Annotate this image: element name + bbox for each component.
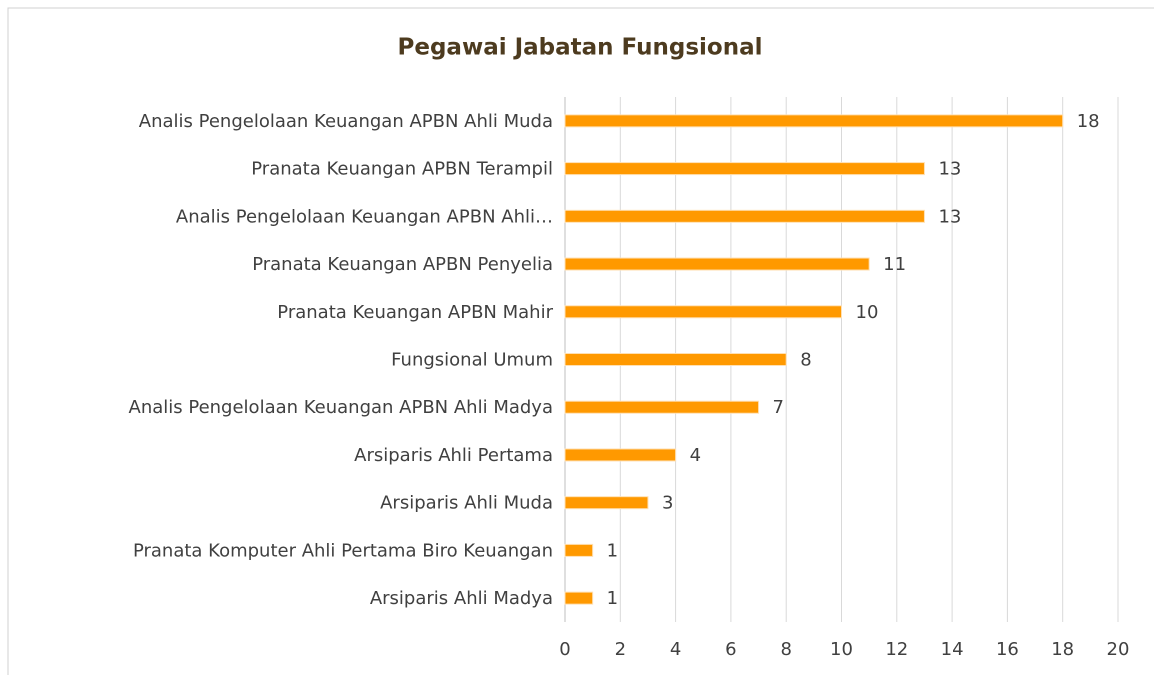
bar <box>564 162 925 176</box>
value-label: 13 <box>938 206 961 227</box>
bar <box>564 353 787 366</box>
y-tick-label: Analis Pengelolaan Keuangan APBN Ahli… <box>176 206 553 227</box>
bar <box>564 543 594 557</box>
value-label: 1 <box>607 588 618 609</box>
x-tick-label: 0 <box>559 639 570 660</box>
value-label: 4 <box>690 445 701 466</box>
x-tick-label: 16 <box>996 639 1019 660</box>
bar <box>564 257 870 271</box>
y-tick-label: Pranata Komputer Ahli Pertama Biro Keuan… <box>133 540 553 561</box>
value-label: 3 <box>662 493 673 514</box>
x-tick-label: 20 <box>1107 639 1130 660</box>
value-label: 7 <box>773 397 784 418</box>
bar <box>564 114 1064 128</box>
bar <box>564 400 760 414</box>
x-tick-label: 8 <box>780 639 791 660</box>
y-tick-label: Pranata Keuangan APBN Terampil <box>251 159 553 180</box>
value-label: 13 <box>938 159 961 180</box>
bar <box>564 209 925 223</box>
bar <box>564 305 842 319</box>
x-tick-label: 14 <box>941 639 964 660</box>
value-label: 8 <box>800 350 811 371</box>
chart-title: Pegawai Jabatan Fungsional <box>398 35 763 61</box>
y-tick-label: Pranata Keuangan APBN Mahir <box>277 302 553 323</box>
y-tick-label: Arsiparis Ahli Pertama <box>354 445 553 466</box>
x-tick-label: 10 <box>830 639 853 660</box>
x-tick-label: 12 <box>885 639 908 660</box>
y-tick-label: Arsiparis Ahli Madya <box>370 588 553 609</box>
x-tick-label: 18 <box>1051 639 1074 660</box>
value-label: 10 <box>856 302 879 323</box>
y-tick-label: Arsiparis Ahli Muda <box>380 493 553 514</box>
chart-frame <box>7 7 1154 675</box>
y-tick-label: Analis Pengelolaan Keuangan APBN Ahli Ma… <box>129 397 554 418</box>
x-tick-label: 6 <box>725 639 736 660</box>
y-tick-label: Pranata Keuangan APBN Penyelia <box>252 254 553 275</box>
bar <box>564 496 649 510</box>
value-label: 11 <box>883 254 906 275</box>
y-tick-label: Analis Pengelolaan Keuangan APBN Ahli Mu… <box>139 111 553 132</box>
bar <box>564 448 677 462</box>
value-label: 18 <box>1077 111 1100 132</box>
value-label: 1 <box>607 540 618 561</box>
y-tick-label: Fungsional Umum <box>391 350 553 371</box>
bar <box>564 591 594 605</box>
x-tick-label: 4 <box>670 639 681 660</box>
x-tick-label: 2 <box>615 639 626 660</box>
